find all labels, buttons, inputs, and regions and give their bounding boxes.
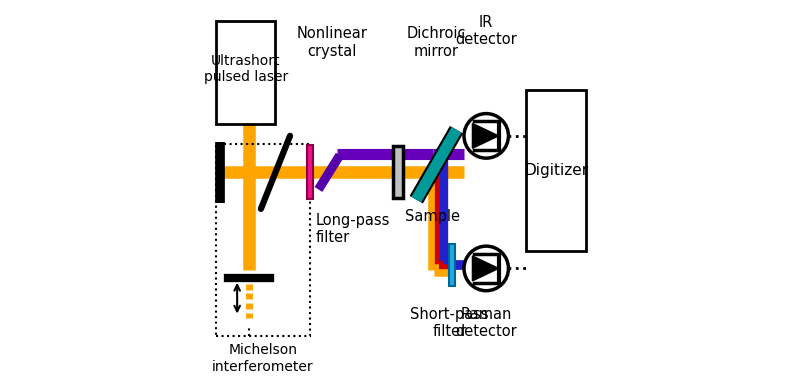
Circle shape — [464, 246, 509, 291]
Bar — [314, 153, 344, 192]
Bar — [216, 144, 310, 336]
Text: IR
detector: IR detector — [455, 15, 517, 47]
Polygon shape — [473, 123, 498, 148]
Bar — [449, 244, 454, 286]
Text: Michelson
interferometer: Michelson interferometer — [212, 343, 314, 373]
Text: Nonlinear
crystal: Nonlinear crystal — [297, 26, 368, 59]
Bar — [307, 146, 313, 199]
Polygon shape — [473, 256, 498, 281]
Text: Short-pass
filter: Short-pass filter — [410, 307, 489, 339]
Text: Dichroic
mirror: Dichroic mirror — [406, 26, 466, 59]
Text: Long-pass
filter: Long-pass filter — [316, 213, 390, 245]
Bar — [394, 146, 402, 198]
Text: Raman
detector: Raman detector — [455, 307, 517, 339]
Circle shape — [464, 113, 509, 158]
Text: Ultrashort
pulsed laser: Ultrashort pulsed laser — [204, 53, 288, 84]
Text: Digitizer: Digitizer — [524, 163, 588, 178]
Bar — [526, 90, 586, 251]
Bar — [216, 21, 275, 124]
Text: Sample: Sample — [405, 209, 460, 224]
